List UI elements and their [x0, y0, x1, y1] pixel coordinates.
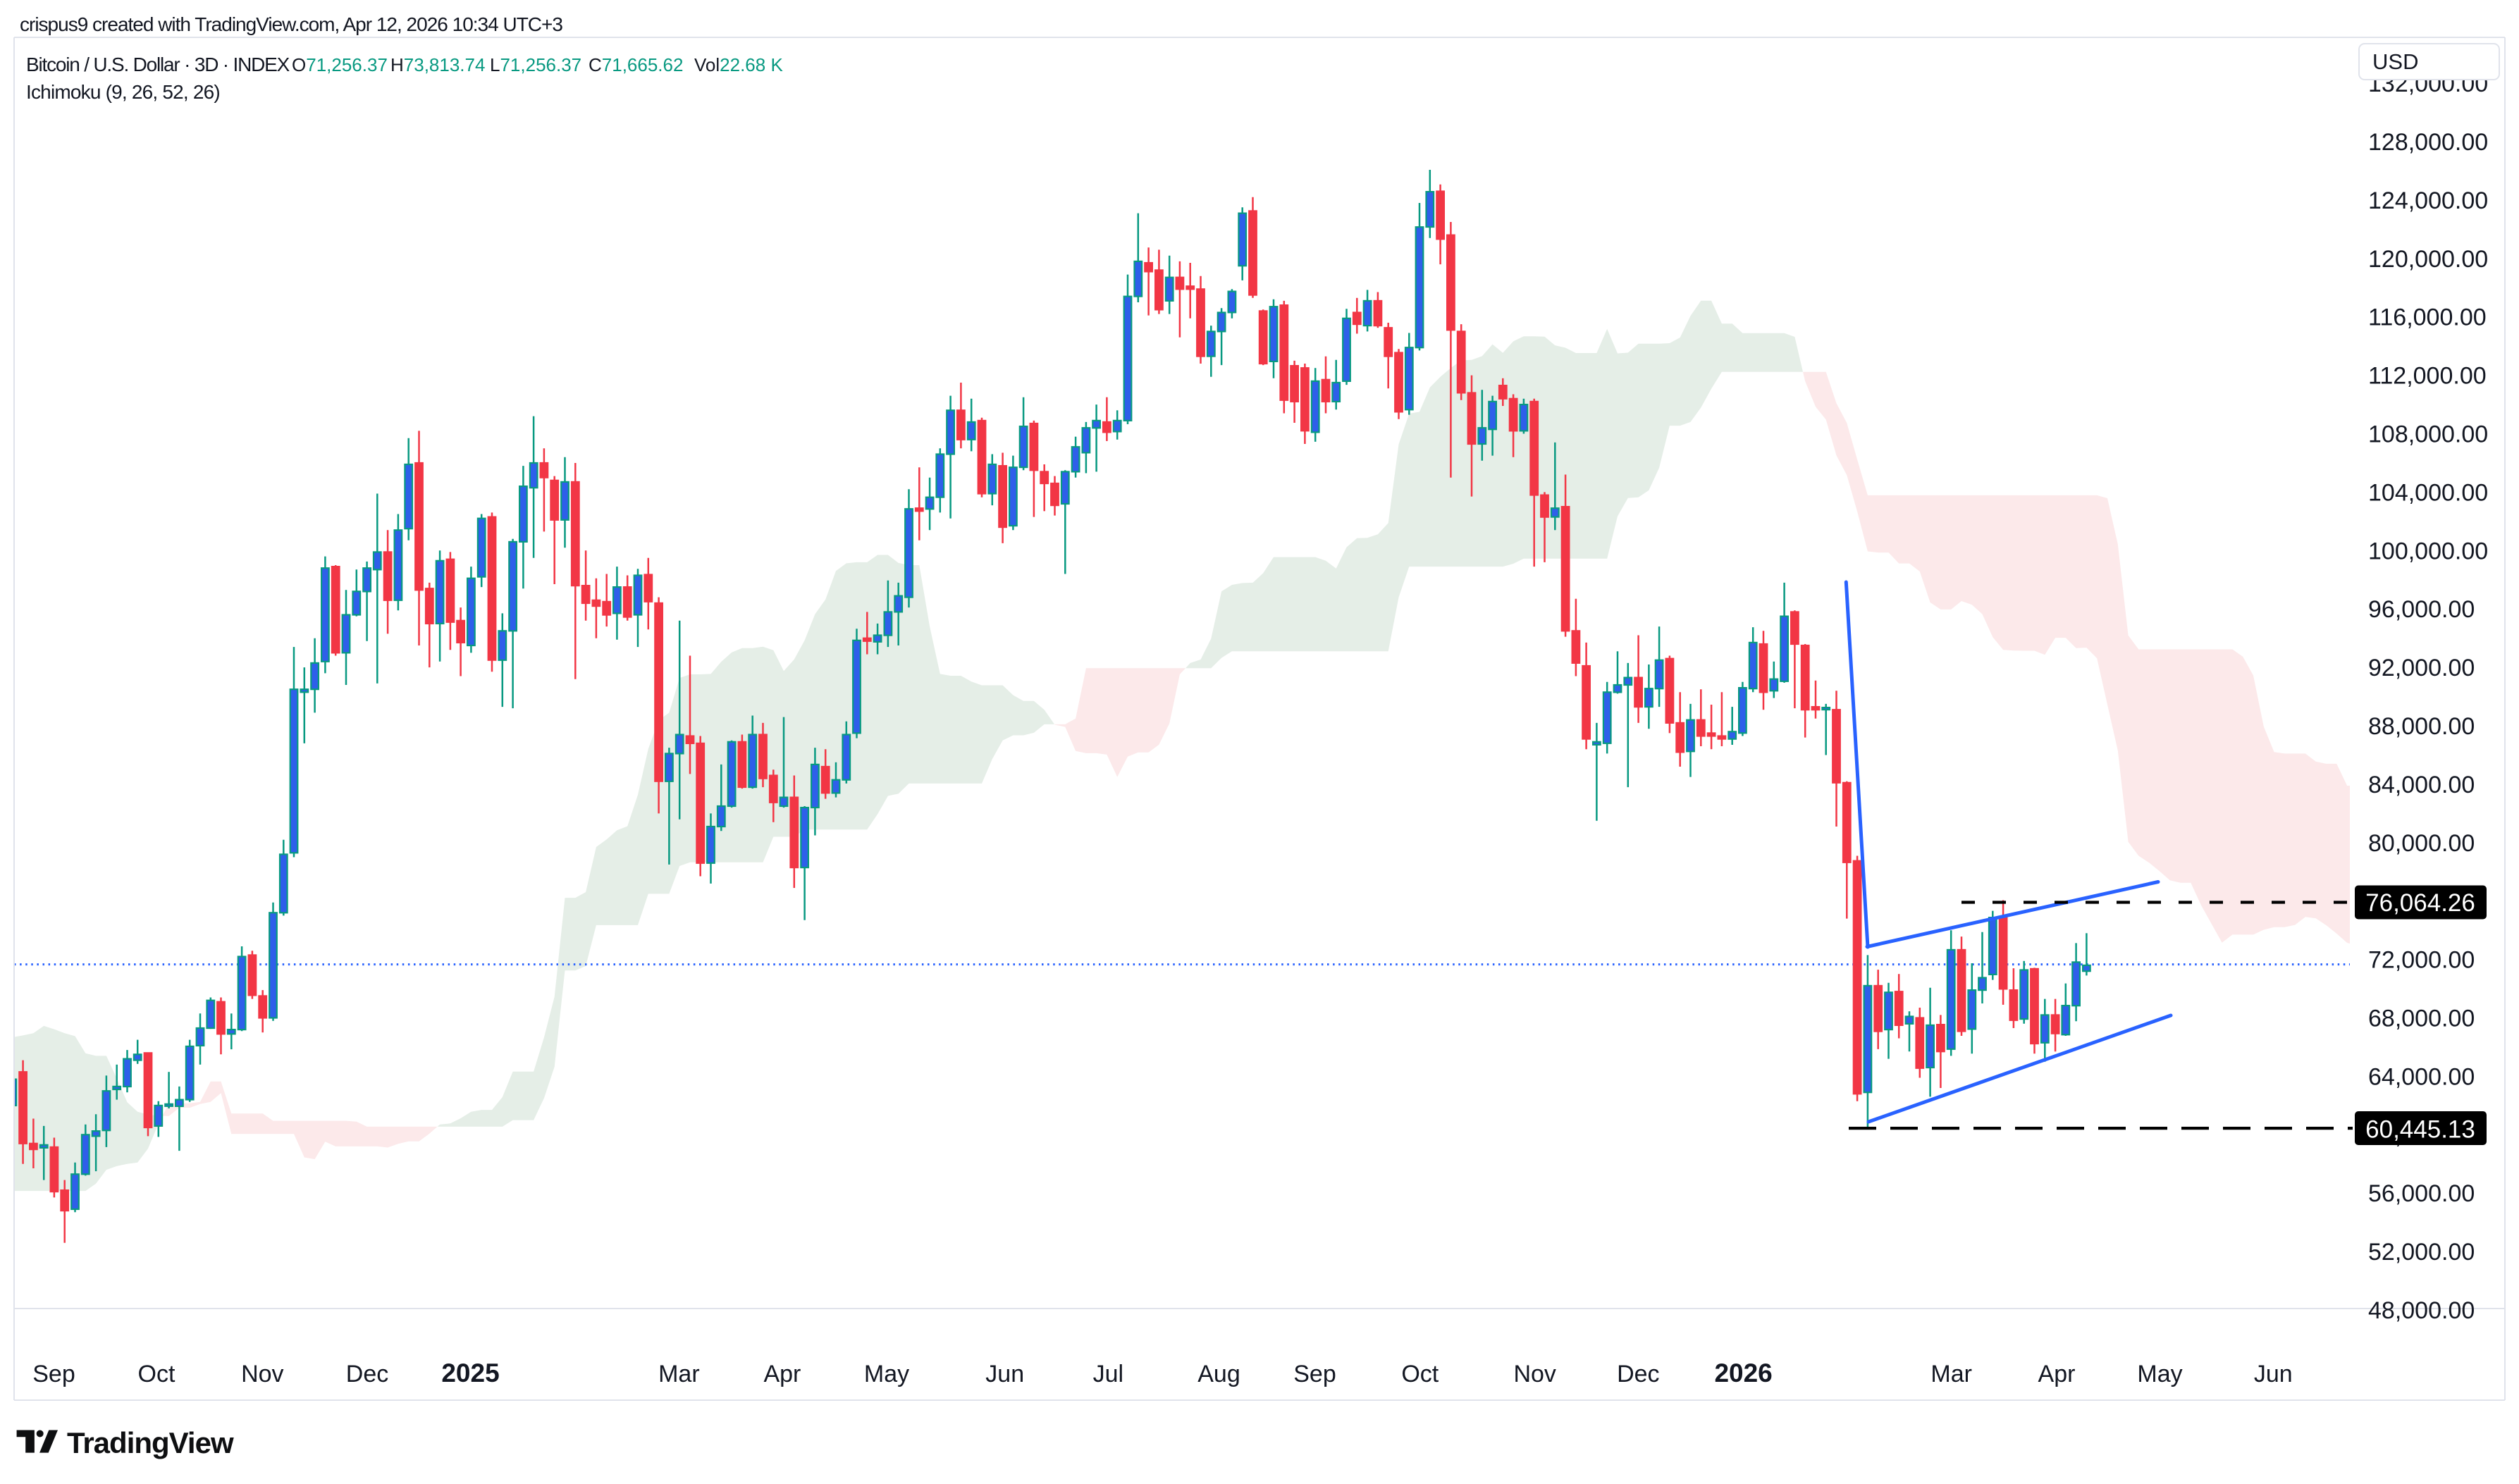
- svg-text:124,000.00: 124,000.00: [2368, 187, 2488, 214]
- svg-text:104,000.00: 104,000.00: [2368, 479, 2488, 506]
- svg-text:48,000.00: 48,000.00: [2368, 1297, 2475, 1324]
- svg-text:O71,256.37: O71,256.37: [292, 54, 388, 75]
- svg-text:72,000.00: 72,000.00: [2368, 947, 2475, 974]
- svg-text:Sep: Sep: [32, 1361, 75, 1387]
- svg-text:L71,256.37: L71,256.37: [490, 54, 581, 75]
- svg-text:64,000.00: 64,000.00: [2368, 1063, 2475, 1090]
- svg-text:100,000.00: 100,000.00: [2368, 538, 2488, 564]
- svg-text:2026: 2026: [1714, 1359, 1772, 1387]
- svg-text:TradingView: TradingView: [67, 1426, 234, 1459]
- svg-text:Oct: Oct: [1401, 1361, 1439, 1387]
- svg-text:crispus9 created with TradingV: crispus9 created with TradingView.com, A…: [20, 13, 562, 35]
- svg-text:92,000.00: 92,000.00: [2368, 655, 2475, 681]
- svg-text:112,000.00: 112,000.00: [2368, 363, 2487, 390]
- svg-text:Jun: Jun: [2254, 1361, 2293, 1387]
- svg-text:120,000.00: 120,000.00: [2368, 246, 2488, 273]
- svg-text:Jun: Jun: [985, 1361, 1024, 1387]
- svg-text:Dec: Dec: [346, 1361, 388, 1387]
- svg-text:60,445.13: 60,445.13: [2365, 1116, 2475, 1144]
- svg-text:Jul: Jul: [1093, 1361, 1123, 1387]
- svg-text:Ichimoku (9, 26, 52, 26): Ichimoku (9, 26, 52, 26): [26, 81, 220, 103]
- svg-text:128,000.00: 128,000.00: [2368, 129, 2488, 156]
- svg-text:52,000.00: 52,000.00: [2368, 1239, 2475, 1266]
- svg-text:Dec: Dec: [1617, 1361, 1659, 1387]
- svg-text:Sep: Sep: [1293, 1361, 1336, 1387]
- svg-text:Bitcoin / U.S. Dollar · 3D · I: Bitcoin / U.S. Dollar · 3D · INDEX: [26, 54, 290, 75]
- svg-text:116,000.00: 116,000.00: [2368, 304, 2487, 331]
- svg-text:68,000.00: 68,000.00: [2368, 1006, 2475, 1032]
- svg-text:Aug: Aug: [1197, 1361, 1240, 1387]
- svg-text:May: May: [2137, 1361, 2182, 1387]
- svg-text:80,000.00: 80,000.00: [2368, 830, 2475, 857]
- svg-text:76,064.26: 76,064.26: [2365, 889, 2475, 917]
- svg-text:2025: 2025: [441, 1359, 499, 1387]
- svg-text:84,000.00: 84,000.00: [2368, 772, 2475, 798]
- svg-text:USD: USD: [2372, 49, 2418, 74]
- svg-text:56,000.00: 56,000.00: [2368, 1180, 2475, 1207]
- svg-text:Oct: Oct: [138, 1361, 175, 1387]
- svg-text:Mar: Mar: [658, 1361, 700, 1387]
- svg-text:88,000.00: 88,000.00: [2368, 713, 2475, 740]
- svg-text:108,000.00: 108,000.00: [2368, 421, 2488, 448]
- svg-text:Nov: Nov: [1513, 1361, 1556, 1387]
- svg-text:C71,665.62: C71,665.62: [589, 54, 683, 75]
- svg-text:May: May: [864, 1361, 909, 1387]
- svg-text:Nov: Nov: [241, 1361, 283, 1387]
- svg-text:Vol22.68 K: Vol22.68 K: [694, 54, 783, 75]
- svg-text:Apr: Apr: [763, 1361, 801, 1387]
- svg-text:H73,813.74: H73,813.74: [390, 54, 485, 75]
- svg-text:Mar: Mar: [1930, 1361, 1972, 1387]
- svg-text:Apr: Apr: [2038, 1361, 2076, 1387]
- svg-text:96,000.00: 96,000.00: [2368, 596, 2475, 623]
